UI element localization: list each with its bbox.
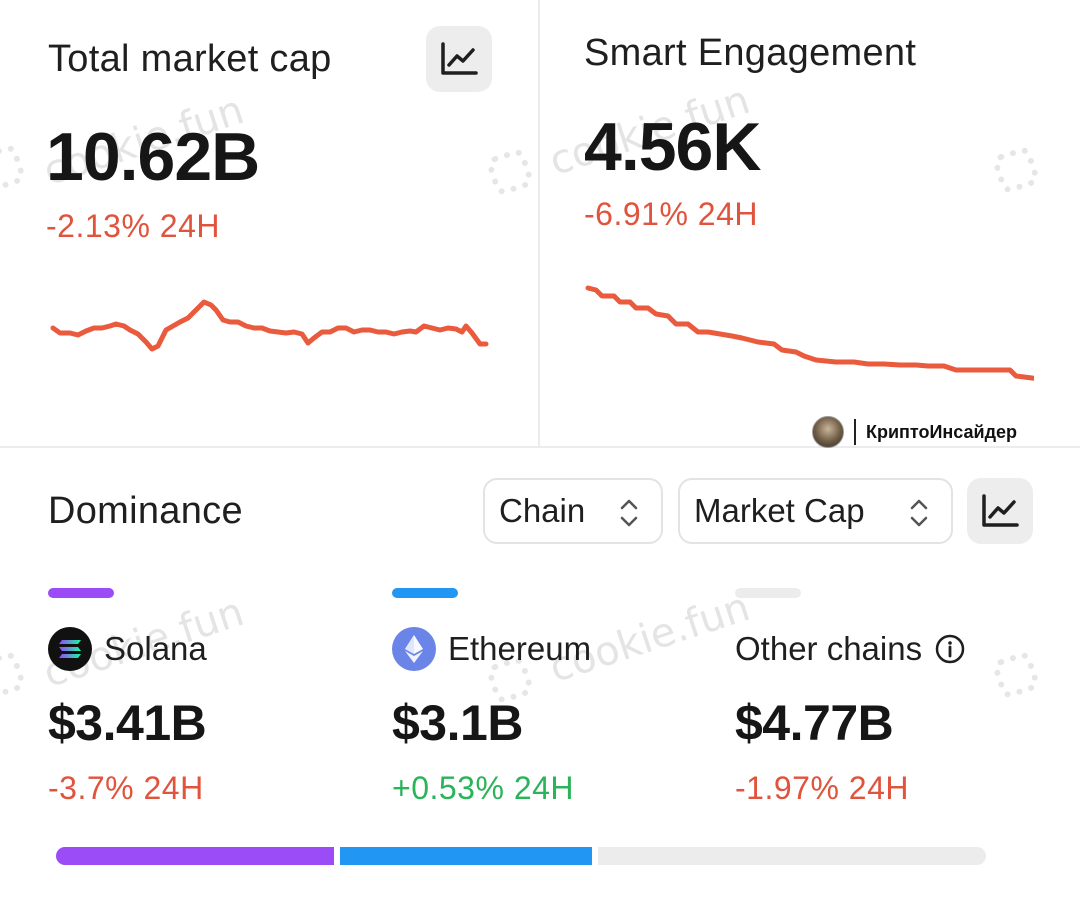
chevron-up-down-icon	[620, 499, 638, 527]
color-indicator	[392, 588, 458, 598]
market-cap-chart-button[interactable]	[426, 26, 492, 92]
segment-other-chains	[597, 847, 986, 865]
chain-select-value: Chain	[499, 492, 586, 529]
market-cap-change: -2.13% 24H	[46, 208, 220, 244]
color-indicator	[48, 588, 114, 598]
dominance-item-ethereum: Ethereum $3.1B +0.53% 24H	[392, 588, 712, 807]
credit-text: КриптоИнсайдер	[866, 421, 1018, 442]
dominance-title: Dominance	[48, 490, 243, 532]
dominance-item-other-chains: Other chains $4.77B -1.97% 24H	[735, 588, 1055, 807]
credit-badge: КриптоИнсайдер	[812, 416, 1017, 448]
divider	[854, 419, 856, 445]
market-cap-value: 10.62B	[46, 119, 260, 195]
dominance-stacked-bar	[56, 847, 986, 865]
metric-select[interactable]: Market Cap	[678, 478, 953, 544]
smart-engagement-change: -6.91% 24H	[584, 196, 758, 232]
line-chart-icon	[982, 494, 1019, 527]
smart-engagement-value: 4.56K	[584, 109, 761, 185]
info-icon[interactable]	[934, 633, 966, 665]
smart-engagement-title: Smart Engagement	[584, 32, 917, 74]
chain-change: -3.7% 24H	[48, 770, 204, 806]
line-chart-icon	[441, 42, 478, 75]
dominance-item-solana: Solana $3.41B -3.7% 24H	[48, 588, 368, 807]
chain-value: $4.77B	[735, 695, 894, 751]
chain-value: $3.41B	[48, 695, 207, 751]
solana-icon	[48, 627, 92, 671]
market-cap-card: Total market cap 10.62B -2.13% 24H	[0, 0, 540, 448]
chain-change: +0.53% 24H	[392, 770, 575, 806]
color-indicator	[735, 588, 801, 598]
metric-select-value: Market Cap	[694, 492, 865, 529]
chain-value: $3.1B	[392, 695, 523, 751]
dominance-chart-button[interactable]	[967, 478, 1033, 544]
chevron-up-down-icon	[910, 499, 928, 527]
smart-engagement-sparkline	[585, 285, 1034, 381]
avatar	[812, 416, 844, 448]
market-cap-sparkline	[50, 299, 489, 352]
market-cap-title: Total market cap	[48, 38, 332, 80]
segment-solana	[56, 847, 334, 865]
chain-name: Solana	[104, 630, 207, 667]
chain-name: Other chains	[735, 630, 923, 667]
chain-name: Ethereum	[448, 630, 592, 667]
chain-change: -1.97% 24H	[735, 770, 909, 806]
smart-engagement-card: Smart Engagement 4.56K -6.91% 24H	[538, 0, 1080, 448]
segment-ethereum	[339, 847, 592, 865]
ethereum-icon	[392, 627, 436, 671]
chain-select[interactable]: Chain	[483, 478, 663, 544]
